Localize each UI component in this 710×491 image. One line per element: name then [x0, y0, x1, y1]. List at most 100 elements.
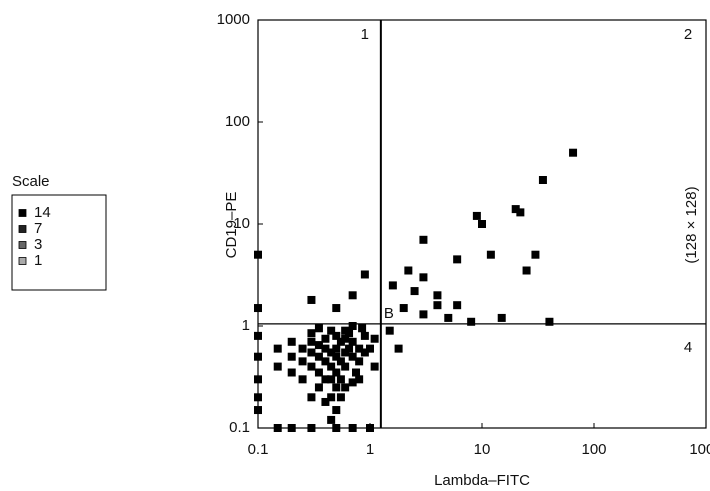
point [360, 348, 369, 357]
quadrant-label: 1 [361, 26, 369, 43]
point [254, 352, 262, 361]
point [327, 348, 336, 357]
point [341, 383, 350, 392]
point [497, 313, 506, 322]
point [287, 337, 296, 346]
legend-label: 1 [34, 252, 42, 269]
point [336, 375, 345, 384]
point [307, 424, 316, 432]
point [341, 334, 350, 343]
point [336, 393, 345, 402]
point [370, 362, 379, 371]
point [336, 337, 345, 346]
point [370, 334, 379, 343]
point [433, 291, 442, 300]
point [419, 310, 428, 319]
point [314, 368, 323, 377]
point [287, 424, 296, 432]
point [314, 383, 323, 392]
point [355, 344, 364, 353]
y-tick-label: 10 [233, 215, 250, 232]
point [385, 326, 394, 335]
point [287, 368, 296, 377]
point [486, 250, 495, 259]
point [336, 357, 345, 366]
point [254, 331, 262, 340]
point [352, 368, 361, 377]
legend-label: 14 [34, 204, 51, 221]
y-tick-label: 0.1 [229, 419, 250, 436]
point [419, 235, 428, 244]
x-tick-label: 100 [581, 441, 606, 458]
legend-marker [18, 209, 27, 217]
point [538, 176, 547, 185]
point [254, 406, 262, 415]
point [332, 383, 341, 392]
point [327, 375, 336, 384]
point [348, 322, 357, 330]
point [332, 368, 341, 377]
point [273, 362, 282, 371]
y-axis-label: CD19–PE [223, 192, 240, 259]
legend-marker [18, 225, 27, 233]
point [298, 344, 307, 353]
point [360, 331, 369, 340]
point [332, 344, 341, 353]
point [341, 326, 350, 335]
point [321, 397, 330, 406]
point [366, 424, 374, 432]
legend-label: 3 [34, 236, 42, 253]
point [332, 304, 341, 313]
x-tick-label: 0.1 [248, 441, 269, 458]
point [307, 295, 316, 304]
point [511, 205, 520, 214]
point [321, 357, 330, 366]
point [348, 337, 357, 346]
point [355, 375, 364, 384]
point [388, 281, 397, 290]
point [298, 357, 307, 366]
legend-box [11, 194, 107, 291]
point [307, 393, 316, 402]
point [366, 344, 374, 353]
point [341, 362, 350, 371]
point [321, 334, 330, 343]
quadrant-label: 4 [684, 339, 692, 356]
y-tick-label: 1 [242, 317, 250, 334]
point [404, 266, 413, 275]
point [254, 393, 262, 402]
x-tick-label: 1000 [689, 441, 710, 458]
point [321, 375, 330, 384]
y-tick-label: 1000 [217, 11, 250, 28]
point [348, 352, 357, 361]
legend-marker [18, 257, 27, 265]
legend-label: 7 [34, 220, 42, 237]
side-label: (128 × 128) [683, 186, 700, 263]
y-tick-label: 100 [225, 113, 250, 130]
point [516, 208, 525, 217]
point [348, 424, 357, 432]
point [358, 324, 367, 333]
point [327, 362, 336, 371]
point [273, 424, 282, 432]
point [545, 317, 554, 326]
point [360, 270, 369, 279]
point [472, 211, 481, 220]
point [453, 301, 462, 310]
point [355, 357, 364, 366]
point [419, 273, 428, 282]
point [444, 313, 453, 322]
point [254, 304, 262, 313]
point [332, 352, 341, 361]
point [327, 393, 336, 402]
point [273, 344, 282, 353]
point [321, 344, 330, 353]
point [348, 378, 357, 387]
point [332, 424, 341, 432]
point [327, 326, 336, 335]
point [307, 329, 316, 338]
point [307, 337, 316, 346]
point [399, 304, 408, 313]
point [345, 344, 354, 353]
point [569, 148, 578, 157]
